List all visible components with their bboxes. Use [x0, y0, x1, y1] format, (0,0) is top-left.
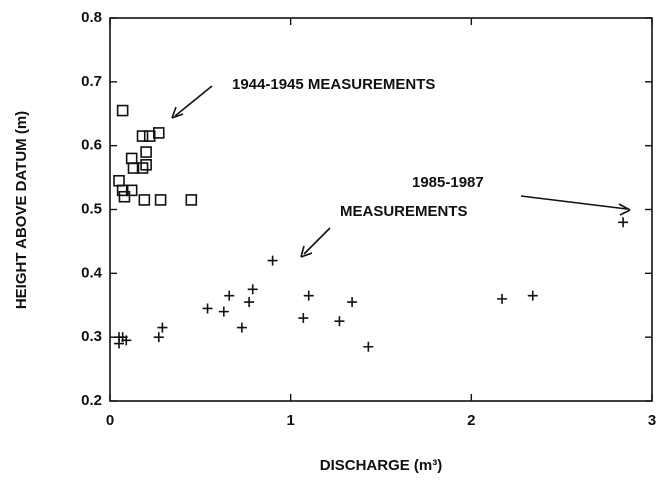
annotation: 1944-1945 MEASUREMENTS	[232, 76, 435, 93]
plus-point	[202, 303, 213, 314]
square-point	[140, 159, 152, 171]
square-point	[140, 146, 152, 158]
square-point	[116, 184, 129, 197]
square-point	[118, 190, 131, 203]
x-tick-label: 2	[467, 412, 475, 429]
plus-point	[497, 293, 508, 304]
plus-point	[157, 322, 168, 333]
plus-point	[298, 313, 309, 324]
x-tick-label: 3	[648, 412, 656, 429]
annotation: MEASUREMENTS	[340, 203, 468, 220]
plus-point	[236, 322, 247, 333]
square-point	[138, 194, 151, 206]
square-point	[136, 162, 149, 174]
y-tick-label: 0.2	[81, 392, 102, 409]
square-point	[125, 152, 138, 165]
x-axis-label: DISCHARGE (m³)	[320, 457, 443, 474]
y-tick-label: 0.5	[81, 200, 102, 217]
arrows	[171, 85, 631, 258]
plus-point	[114, 332, 125, 343]
plus-point	[363, 341, 374, 352]
plus-point	[218, 306, 229, 317]
annotation: 1985-1987	[412, 174, 484, 191]
square-point	[125, 184, 138, 197]
plus-point	[121, 335, 132, 346]
arrow	[174, 85, 213, 117]
y-tick-label: 0.6	[81, 137, 102, 154]
square-point	[143, 130, 156, 142]
x-tick-label: 0	[106, 412, 114, 429]
square-point	[154, 194, 167, 206]
arrow-head	[171, 106, 184, 119]
y-tick-label: 0.7	[81, 73, 102, 90]
arrow	[520, 195, 628, 210]
y-tick-label: 0.4	[81, 264, 103, 281]
square-point	[116, 104, 129, 117]
plus-point	[527, 290, 538, 301]
square-point	[136, 130, 149, 142]
square-point	[127, 162, 140, 174]
square-point	[152, 127, 165, 139]
plus-point	[303, 290, 314, 301]
plus-point	[347, 297, 358, 308]
plus-point	[224, 290, 235, 301]
y-tick-label: 0.8	[81, 9, 102, 26]
arrow-head	[618, 203, 631, 216]
square-point	[185, 194, 198, 206]
plus-point	[153, 332, 164, 343]
plus-point	[247, 284, 258, 295]
arrow-head	[300, 245, 313, 258]
arrow	[303, 227, 331, 255]
y-axis-label: HEIGHT ABOVE DATUM (m)	[13, 111, 30, 309]
plus-point	[244, 297, 255, 308]
y-tick-label: 0.3	[81, 328, 102, 345]
plus-point	[618, 217, 629, 228]
square-point	[113, 174, 125, 187]
x-tick-label: 1	[286, 412, 294, 429]
plus-point	[334, 316, 345, 327]
plus-point	[267, 255, 278, 266]
